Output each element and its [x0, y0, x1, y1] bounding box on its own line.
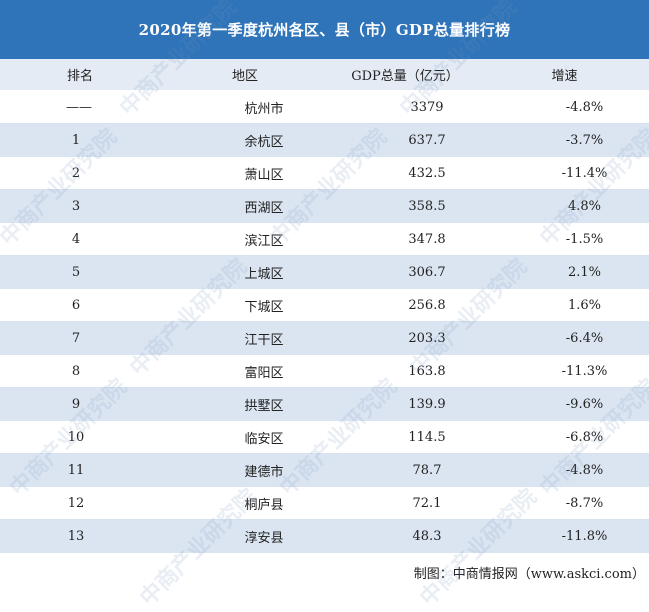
- gdp-ranking-table: 排名 地区 GDP总量（亿元） 增速 —— 杭州市 3379 -4.8% 1 余杭区 637…: [0, 59, 649, 553]
- gdp-cell: 139.9: [330, 387, 480, 421]
- table-row: 5 上城区 306.7 2.1%: [0, 255, 649, 289]
- region-cell: 江干区: [160, 321, 330, 355]
- gdp-cell: 203.3: [330, 321, 480, 355]
- rank-cell: 7: [0, 321, 160, 355]
- region-cell: 淳安县: [160, 519, 330, 553]
- table-row: 7 江干区 203.3 -6.4%: [0, 321, 649, 355]
- column-header-region: 地区: [160, 59, 330, 91]
- column-header-rank: 排名: [0, 59, 160, 91]
- gdp-cell: 114.5: [330, 420, 480, 454]
- growth-cell: -6.4%: [480, 321, 649, 355]
- table-row: —— 杭州市 3379 -4.8%: [0, 90, 649, 124]
- table-title: 2020年第一季度杭州各区、县（市）GDP总量排行榜: [0, 0, 649, 59]
- rank-cell: 13: [0, 519, 160, 553]
- region-cell: 萧山区: [160, 156, 330, 190]
- region-cell: 西湖区: [160, 189, 330, 223]
- gdp-cell: 163.8: [330, 354, 480, 388]
- region-cell: 下城区: [160, 288, 330, 322]
- gdp-cell: 358.5: [330, 189, 480, 223]
- growth-cell: -8.7%: [480, 486, 649, 520]
- region-cell: 建德市: [160, 453, 330, 487]
- source-credit: 制图：中商情报网（www.askci.com）: [413, 566, 645, 582]
- table-row: 3 西湖区 358.5 4.8%: [0, 189, 649, 223]
- rank-cell: 8: [0, 354, 160, 388]
- growth-cell: 1.6%: [480, 288, 649, 322]
- rank-cell: 1: [0, 123, 160, 157]
- growth-cell: -11.4%: [480, 156, 649, 190]
- table-row: 11 建德市 78.7 -4.8%: [0, 453, 649, 487]
- region-cell: 拱墅区: [160, 387, 330, 421]
- table-row: 10 临安区 114.5 -6.8%: [0, 420, 649, 454]
- table-row: 9 拱墅区 139.9 -9.6%: [0, 387, 649, 421]
- growth-cell: -11.3%: [480, 354, 649, 388]
- gdp-cell: 72.1: [330, 486, 480, 520]
- growth-cell: -1.5%: [480, 222, 649, 256]
- rank-cell: 4: [0, 222, 160, 256]
- region-cell: 余杭区: [160, 123, 330, 157]
- table-row: 13 淳安县 48.3 -11.8%: [0, 519, 649, 553]
- gdp-cell: 306.7: [330, 255, 480, 289]
- growth-cell: -4.8%: [480, 453, 649, 487]
- gdp-cell: 48.3: [330, 519, 480, 553]
- gdp-cell: 3379: [330, 90, 480, 124]
- rank-cell: 3: [0, 189, 160, 223]
- rank-cell: 6: [0, 288, 160, 322]
- table-row: 12 桐庐县 72.1 -8.7%: [0, 486, 649, 520]
- column-header-growth: 增速: [480, 59, 649, 91]
- region-cell: 杭州市: [160, 90, 330, 124]
- rank-cell: ——: [0, 90, 160, 124]
- table-row: 4 滨江区 347.8 -1.5%: [0, 222, 649, 256]
- region-cell: 富阳区: [160, 354, 330, 388]
- growth-cell: -4.8%: [480, 90, 649, 124]
- rank-cell: 9: [0, 387, 160, 421]
- table-row: 2 萧山区 432.5 -11.4%: [0, 156, 649, 190]
- region-cell: 上城区: [160, 255, 330, 289]
- growth-cell: -11.8%: [480, 519, 649, 553]
- gdp-cell: 347.8: [330, 222, 480, 256]
- gdp-cell: 637.7: [330, 123, 480, 157]
- column-header-gdp: GDP总量（亿元）: [330, 59, 480, 91]
- growth-cell: 4.8%: [480, 189, 649, 223]
- region-cell: 桐庐县: [160, 486, 330, 520]
- rank-cell: 12: [0, 486, 160, 520]
- growth-cell: -9.6%: [480, 387, 649, 421]
- gdp-cell: 256.8: [330, 288, 480, 322]
- gdp-cell: 432.5: [330, 156, 480, 190]
- region-cell: 临安区: [160, 420, 330, 454]
- header-row: 排名 地区 GDP总量（亿元） 增速: [0, 59, 649, 91]
- table-row: 1 余杭区 637.7 -3.7%: [0, 123, 649, 157]
- table-row: 6 下城区 256.8 1.6%: [0, 288, 649, 322]
- rank-cell: 10: [0, 420, 160, 454]
- growth-cell: -3.7%: [480, 123, 649, 157]
- rank-cell: 5: [0, 255, 160, 289]
- rank-cell: 2: [0, 156, 160, 190]
- gdp-cell: 78.7: [330, 453, 480, 487]
- table-row: 8 富阳区 163.8 -11.3%: [0, 354, 649, 388]
- growth-cell: 2.1%: [480, 255, 649, 289]
- growth-cell: -6.8%: [480, 420, 649, 454]
- region-cell: 滨江区: [160, 222, 330, 256]
- rank-cell: 11: [0, 453, 160, 487]
